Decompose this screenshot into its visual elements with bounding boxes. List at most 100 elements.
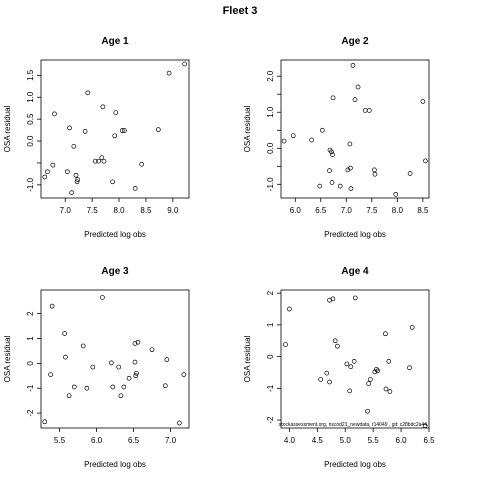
y-tick-label: 0 (26, 361, 35, 366)
x-tick-label: 5.5 (368, 436, 380, 445)
x-axis-label: Predicted log obs (324, 460, 386, 469)
data-point (82, 129, 88, 134)
data-point (393, 192, 399, 197)
plot-frame (280, 289, 430, 429)
figure-title: Fleet 3 (223, 5, 258, 17)
data-point (347, 141, 353, 147)
data-point (66, 393, 72, 399)
data-point (93, 158, 98, 164)
data-point (409, 325, 415, 330)
y-tick-label: 1.5 (26, 69, 35, 81)
plot-frame (40, 289, 190, 429)
data-point (317, 183, 323, 189)
data-point (375, 368, 380, 374)
y-axis-label: OSA residual (243, 335, 252, 382)
data-point (139, 161, 144, 167)
data-point (135, 339, 141, 345)
panel-age-1: Age 1 Predicted log obs OSA residual 7.0 7.5… (3, 36, 190, 239)
data-point (122, 128, 127, 133)
y-tick-label: 0.0 (266, 142, 275, 154)
data-point (49, 303, 55, 309)
data-point (355, 84, 361, 90)
data-point (182, 61, 188, 67)
data-point (330, 296, 336, 302)
y-tick-label: 1 (26, 336, 35, 341)
x-tick-label: 5.5 (54, 436, 66, 445)
y-tick-label: 0.5 (26, 113, 35, 125)
x-tick-label: 8.5 (417, 206, 429, 215)
data-point (422, 423, 428, 429)
data-point (119, 128, 125, 133)
x-axis-label: Predicted log obs (324, 230, 386, 239)
data-point (383, 386, 389, 392)
data-point (118, 393, 124, 399)
data-point (90, 364, 96, 370)
data-point (350, 63, 356, 68)
panel-age-3: Age 3 Predicted log obs OSA residual 5.5 6.0… (3, 266, 190, 469)
data-point (337, 183, 343, 189)
data-point (96, 158, 101, 164)
data-point (366, 108, 372, 113)
y-tick-label: -2 (266, 416, 275, 424)
data-point (348, 186, 354, 191)
data-point (362, 108, 368, 113)
data-point (75, 177, 80, 182)
data-point (407, 171, 413, 176)
y-tick-label: -1 (266, 384, 275, 392)
panel-age-4: Age 4 Predicted log obs OSA residual 4.0 4.5… (243, 266, 435, 469)
data-point (52, 111, 57, 117)
data-point (324, 370, 330, 376)
data-point (330, 95, 336, 101)
data-point (348, 165, 353, 171)
y-tick-label: -1 (26, 384, 35, 392)
y-tick-label: 2.0 (266, 70, 275, 82)
data-point (177, 420, 182, 426)
x-tick-label: 8.5 (140, 206, 152, 215)
data-point (121, 384, 127, 390)
x-tick-label: 7.0 (60, 206, 72, 215)
data-point (309, 137, 314, 143)
data-point (42, 174, 48, 180)
data-point (348, 364, 354, 370)
data-point (50, 162, 56, 168)
data-point (69, 190, 75, 196)
y-axis-label: OSA residual (3, 105, 12, 152)
y-tick-label: -1.0 (266, 177, 275, 191)
data-point (42, 419, 48, 425)
data-point (162, 383, 168, 389)
data-point (155, 127, 161, 133)
data-point (327, 168, 332, 173)
data-point (420, 99, 426, 104)
data-point (85, 90, 91, 96)
data-point (110, 384, 116, 390)
x-tick-label: 6.0 (91, 436, 103, 445)
data-point (132, 341, 138, 346)
panel-age-2: Age 2 Predicted log obs OSA residual 6.0 6.5… (243, 36, 430, 239)
x-tick-label: 7.5 (366, 206, 378, 215)
data-point (423, 158, 428, 164)
data-point (344, 361, 350, 367)
data-point (287, 306, 292, 312)
x-tick-label: 8.0 (392, 206, 404, 215)
data-point (352, 295, 358, 301)
x-tick-label: 8.0 (113, 206, 125, 215)
y-tick-label: 0 (266, 354, 275, 359)
panel-title: Age 3 (101, 266, 129, 277)
data-point (100, 295, 105, 300)
panel-title: Age 2 (341, 36, 369, 47)
x-tick-label: 4.5 (312, 436, 324, 445)
data-point (48, 372, 53, 377)
data-point (62, 331, 68, 336)
data-point (149, 347, 155, 353)
data-point (332, 338, 338, 344)
data-point (329, 180, 335, 185)
data-point (290, 133, 296, 139)
x-tick-label: 6.5 (315, 206, 327, 215)
data-point (281, 138, 287, 144)
data-point (330, 152, 335, 158)
data-point (372, 167, 377, 173)
data-point (329, 149, 334, 155)
x-tick-label: 6.5 (423, 436, 435, 445)
data-point (101, 158, 107, 164)
